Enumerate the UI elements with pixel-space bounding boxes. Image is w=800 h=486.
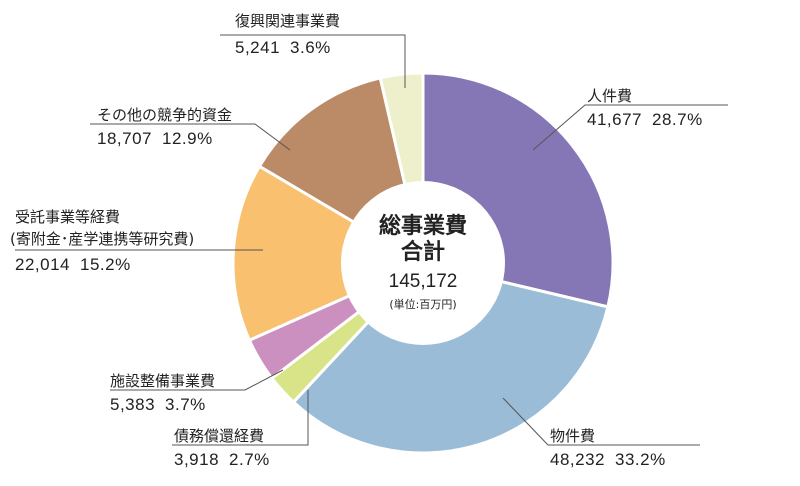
label-name-jutaku: 受託事業等経費 [15, 208, 120, 226]
label-value-jinkenhi: 41,677 28.7% [587, 110, 703, 129]
center-title-line1: 総事業費 [379, 213, 467, 239]
label-value-sonota: 18,707 12.9% [97, 129, 213, 148]
leader-lines [15, 34, 728, 446]
leader-fukko [220, 34, 406, 88]
pie-slice-4 [231, 164, 427, 343]
slice-labels: 人件費 41,677 28.7% 物件費 48,232 33.2% 債務償還経費 3… [10, 12, 703, 469]
label-name-shisetsu: 施設整備事業費 [110, 372, 215, 390]
label-name2-jutaku: (寄附金･産学連携等研究費) [10, 230, 194, 248]
label-name-saimu: 債務償還経費 [174, 427, 264, 445]
label-name-bukkenhi: 物件費 [550, 427, 595, 445]
label-name-fukko: 復興関連事業費 [235, 12, 340, 30]
leader-sonota [90, 123, 291, 151]
label-value-bukkenhi: 48,232 33.2% [550, 450, 666, 469]
label-value-fukko: 5,241 3.6% [235, 38, 331, 57]
leader-bukkenhi [502, 397, 700, 446]
center-total: 145,172 [389, 271, 458, 292]
leader-jinkenhi [532, 104, 728, 151]
center-unit: (単位:百万円) [389, 297, 456, 311]
label-value-shisetsu: 5,383 3.7% [110, 395, 206, 414]
label-value-jutaku: 22,014 15.2% [15, 255, 131, 274]
leader-saimu [172, 390, 309, 446]
pie-slice-1 [291, 261, 610, 455]
center-hole [341, 181, 505, 345]
label-name-sonota: その他の競争的資金 [97, 106, 232, 124]
label-name-jinkenhi: 人件費 [587, 87, 632, 105]
center-title-line2: 合計 [401, 239, 445, 265]
leader-shisetsu [110, 369, 284, 391]
label-value-saimu: 3,918 2.7% [174, 450, 270, 469]
center-summary: 総事業費 合計 145,172 (単位:百万円) [379, 213, 467, 311]
